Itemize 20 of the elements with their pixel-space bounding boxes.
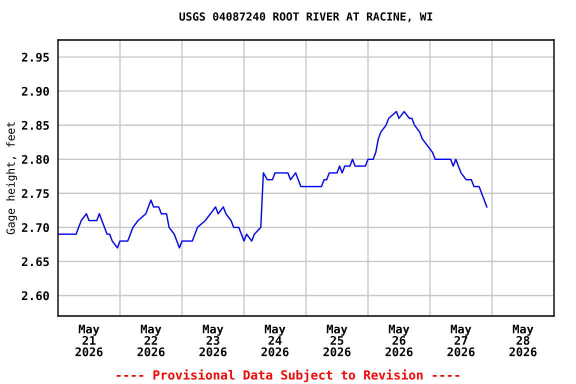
x-tick-label: May 25 2026 <box>323 324 351 356</box>
y-tick-label: 2.90 <box>22 86 49 96</box>
y-tick-label: 2.70 <box>22 223 49 232</box>
x-tick-label: May 27 2026 <box>447 324 475 356</box>
x-tick-label: May 28 2026 <box>509 324 537 356</box>
x-tick-label: May 26 2026 <box>385 324 413 356</box>
x-tick-label: May 22 2026 <box>137 324 165 356</box>
x-tick-label: May 24 2026 <box>261 324 289 356</box>
text: ---- Provisional Data Subject to Revision ---- <box>116 369 460 382</box>
y-tick-label: 2.80 <box>22 154 49 164</box>
x-tick-label: May 23 2026 <box>199 324 227 356</box>
y-axis-title: Gage height, feet <box>6 122 18 234</box>
chart-title: USGS 04087240 ROOT RIVER AT RACINE, WI <box>179 12 432 22</box>
y-tick-label: 2.75 <box>22 189 49 198</box>
x-tick-label: May 21 2026 <box>75 324 103 356</box>
y-tick-label: 2.60 <box>22 291 49 300</box>
line-series <box>58 110 488 249</box>
y-tick-label: 2.65 <box>22 257 49 266</box>
y-tick-label: 2.95 <box>22 52 49 62</box>
y-tick-label: 2.85 <box>22 120 49 130</box>
